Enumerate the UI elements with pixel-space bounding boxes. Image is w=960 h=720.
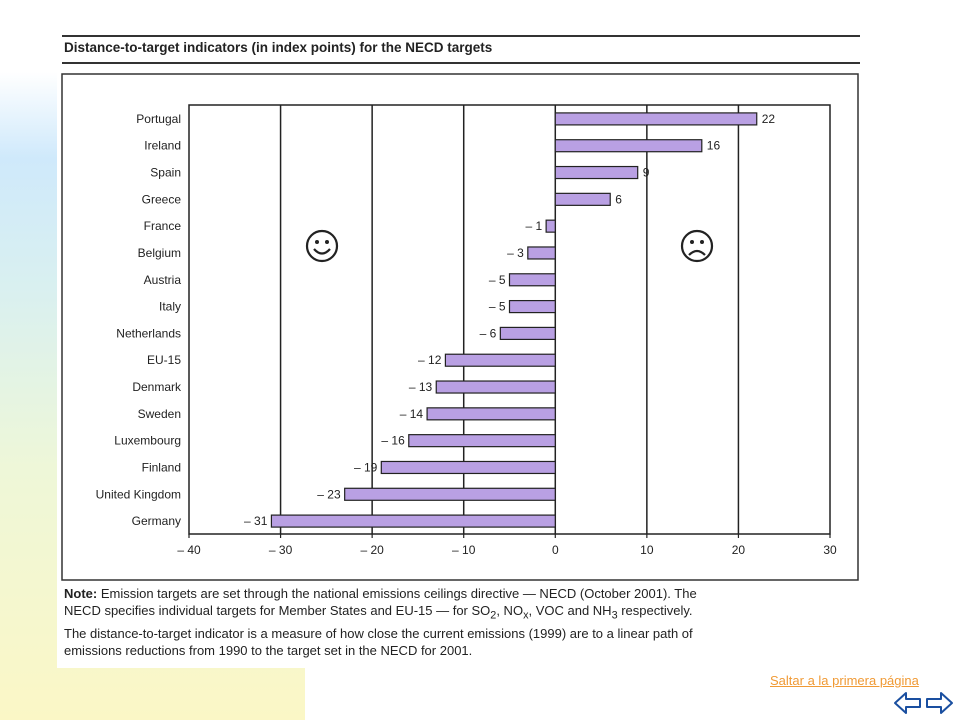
category-label: Spain xyxy=(150,166,181,180)
bar-denmark xyxy=(435,380,556,394)
value-label: – 19 xyxy=(354,460,378,474)
note-sub-1: 2 xyxy=(490,609,497,622)
bar-united-kingdom xyxy=(344,487,556,501)
bar-greece xyxy=(554,192,611,206)
value-label: 6 xyxy=(615,192,622,206)
bar-finland xyxy=(380,460,556,475)
value-label: – 5 xyxy=(489,300,506,314)
note-line-2b: , NO xyxy=(496,603,524,618)
bar-netherlands xyxy=(499,326,556,341)
category-label: Finland xyxy=(142,460,181,474)
bar-spain xyxy=(554,165,639,180)
value-label: – 14 xyxy=(400,407,424,421)
first-page-link[interactable]: Saltar a la primera página xyxy=(770,673,919,688)
note-line-2c: , VOC and NH xyxy=(528,603,612,618)
category-label: Italy xyxy=(159,300,181,314)
category-label: Denmark xyxy=(132,380,182,394)
category-label: Luxembourg xyxy=(114,434,181,448)
bar-germany xyxy=(270,514,556,528)
category-label: Netherlands xyxy=(116,326,181,340)
x-tick-label: 0 xyxy=(552,543,559,557)
chart-frame xyxy=(61,73,859,581)
bar-sweden xyxy=(426,407,556,421)
bar-france xyxy=(545,219,556,233)
bar-eu-15 xyxy=(444,353,556,367)
x-tick-label: – 40 xyxy=(177,543,201,557)
note-line-1: Emission targets are set through the nat… xyxy=(97,586,697,601)
category-label: Germany xyxy=(132,514,181,528)
note-line-2d: respectively. xyxy=(617,603,693,618)
bar-italy xyxy=(508,299,556,314)
note-line-3: The distance-to-target indicator is a me… xyxy=(64,625,693,641)
bar-austria xyxy=(508,273,556,287)
note-line-2a: NECD specifies individual targets for Me… xyxy=(64,603,491,618)
bar-ireland xyxy=(554,139,703,153)
value-label: 22 xyxy=(762,112,776,126)
x-tick-label: – 20 xyxy=(360,543,384,557)
bar-portugal xyxy=(554,112,758,126)
category-label: Sweden xyxy=(138,407,181,421)
value-label: – 3 xyxy=(507,246,524,260)
bar-belgium xyxy=(527,246,556,260)
category-label: Ireland xyxy=(144,139,181,153)
value-label: 9 xyxy=(643,166,650,180)
right-arrow-icon[interactable] xyxy=(924,690,954,716)
smiley-face-icon xyxy=(305,229,339,263)
chart-title: Distance-to-target indicators (in index … xyxy=(64,40,493,55)
value-label: – 5 xyxy=(489,273,506,287)
left-arrow-icon[interactable] xyxy=(893,690,923,716)
frowning-face-icon xyxy=(680,229,714,263)
x-tick-label: – 10 xyxy=(452,543,476,557)
category-label: Portugal xyxy=(136,112,181,126)
value-label: – 12 xyxy=(418,353,442,367)
category-label: France xyxy=(144,219,182,233)
note-line-4: emissions reductions from 1990 to the ta… xyxy=(64,642,473,658)
chart-note: Note: Emission targets are set through t… xyxy=(64,585,854,659)
value-label: – 31 xyxy=(244,514,268,528)
value-label: 16 xyxy=(707,139,721,153)
value-label: – 1 xyxy=(525,219,542,233)
x-tick-label: 20 xyxy=(732,543,746,557)
x-tick-label: 30 xyxy=(823,543,837,557)
category-label: Austria xyxy=(144,273,182,287)
category-label: Belgium xyxy=(138,246,181,260)
top-rule xyxy=(62,35,860,37)
value-label: – 16 xyxy=(381,434,405,448)
bar-luxembourg xyxy=(408,434,556,448)
x-tick-label: 10 xyxy=(640,543,654,557)
category-label: EU-15 xyxy=(147,353,181,367)
value-label: – 23 xyxy=(317,487,341,501)
category-label: United Kingdom xyxy=(96,487,181,501)
note-sub-3: 3 xyxy=(611,609,618,622)
note-sub-2: x xyxy=(523,609,529,622)
value-label: – 6 xyxy=(480,326,497,340)
category-label: Greece xyxy=(142,192,182,206)
value-label: – 13 xyxy=(409,380,433,394)
title-rule xyxy=(62,62,860,64)
note-lead: Note: xyxy=(64,586,98,601)
x-tick-label: – 30 xyxy=(269,543,293,557)
